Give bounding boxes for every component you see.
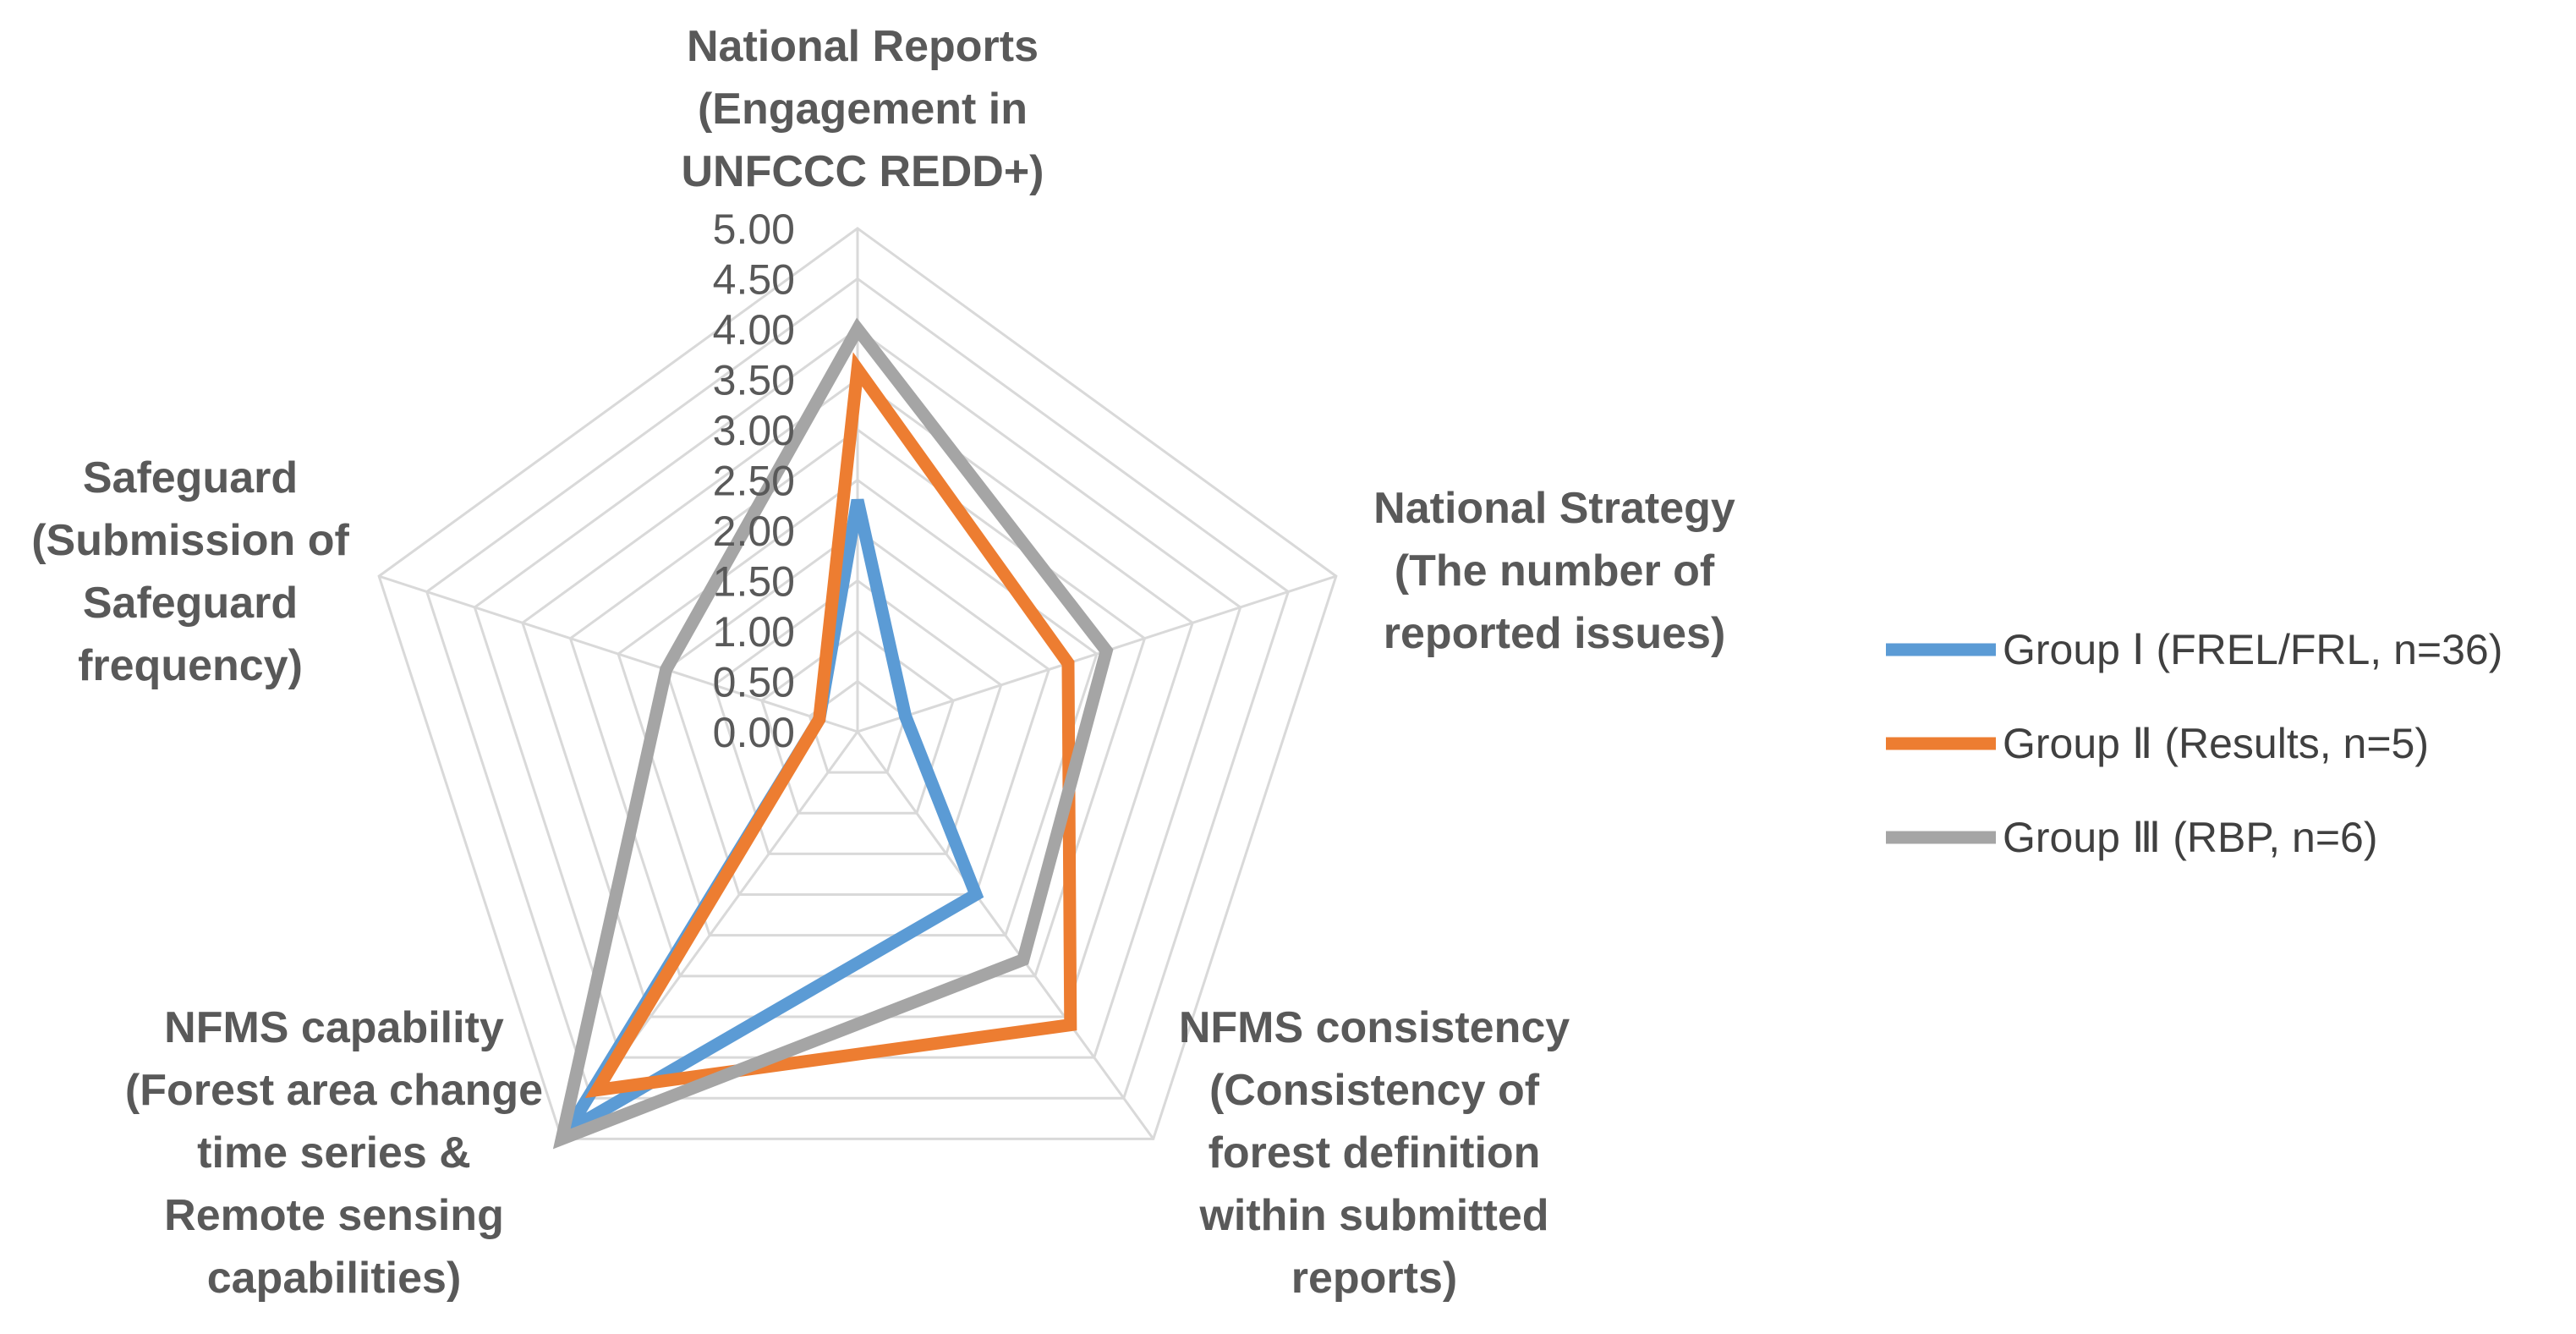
axis-label-line: National Reports [687,22,1039,71]
axis-label-line: (The number of [1395,546,1715,596]
series-line-3 [552,317,1114,1150]
axis-label-line: Safeguard [83,579,298,628]
spoke-4 [378,574,858,733]
tick-label: 0.50 [713,659,795,706]
axis-label-line: time series & [197,1128,471,1178]
axis-label-line: UNFCCC REDD+) [682,147,1044,196]
series-line-2 [584,352,1077,1099]
tick-label: 1.50 [713,558,795,606]
grid-ring-9 [425,277,1291,1100]
radial-tick-labels: 0.000.501.001.502.002.503.003.504.004.50… [713,206,795,756]
grid-ring-7 [521,377,1194,1018]
axis-label-line: (Consistency of [1209,1066,1540,1115]
grid-ring-10 [377,227,1338,1140]
grid-ring-2 [760,629,955,815]
tick-label: 5.00 [713,206,795,253]
axis-label-line: forest definition [1209,1128,1541,1178]
axis-label-4: NFMS capability (Forest area change time s… [125,1003,543,1303]
tick-label: 0.00 [713,709,795,756]
axis-label-line: within submitted [1198,1191,1548,1240]
grid-ring-4 [664,529,1051,897]
axis-label-line: (Engagement in [698,85,1028,134]
grid-ring-6 [568,428,1147,978]
tick-label: 3.50 [713,357,795,404]
grid-ring-3 [712,579,1003,855]
tick-label: 3.00 [713,407,795,454]
grid-ring-5 [617,478,1099,937]
legend-label-1: Group Ⅰ (FREL/FRL, n=36) [2003,626,2502,673]
axis-label-line: Remote sensing [164,1191,504,1240]
axis-label-line: Safeguard [83,453,298,502]
axis-label-5: Safeguard (Submission of Safeguard frequenc… [31,453,349,690]
legend-label-3: Group Ⅲ (RBP, n=6) [2003,814,2377,861]
radar-grid [377,227,1338,1140]
axis-label-1: National Reports (Engagement in UNFCCC RED… [682,22,1044,196]
axis-label-line: reports) [1291,1254,1457,1303]
legend: Group Ⅰ (FREL/FRL, n=36) Group Ⅱ (Results… [1886,626,2502,861]
tick-label: 4.00 [713,306,795,354]
axis-label-line: (Forest area change [125,1066,543,1115]
tick-label: 2.00 [713,508,795,555]
axis-label-line: NFMS consistency [1179,1003,1570,1052]
tick-label: 4.50 [713,256,795,304]
axis-label-line: frequency) [78,641,303,690]
axis-label-line: NFMS capability [164,1003,504,1052]
tick-label: 1.00 [713,608,795,656]
axis-label-3: NFMS consistency (Consistency of forest de… [1179,1003,1570,1303]
spoke-1 [857,574,1337,733]
axis-label-line: capabilities) [207,1254,462,1303]
spoke-2 [856,731,1154,1140]
axis-labels: National Reports (Engagement in UNFCCC RED… [31,22,1735,1303]
series-group [552,317,1114,1150]
legend-label-2: Group Ⅱ (Results, n=5) [2003,720,2429,767]
tick-label: 2.50 [713,458,795,505]
axis-label-2: National Strategy (The number of reported … [1373,484,1735,658]
axis-label-line: (Submission of [31,516,349,565]
axis-label-line: reported issues) [1384,609,1726,658]
axis-label-line: National Strategy [1373,484,1735,533]
